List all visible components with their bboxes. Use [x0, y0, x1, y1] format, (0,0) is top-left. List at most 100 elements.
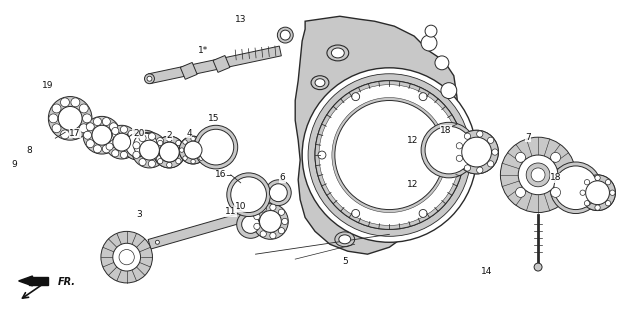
Circle shape: [191, 136, 195, 141]
Circle shape: [134, 133, 157, 157]
Circle shape: [158, 158, 163, 164]
Circle shape: [279, 228, 284, 234]
Circle shape: [584, 201, 590, 206]
Circle shape: [238, 185, 258, 204]
Circle shape: [52, 124, 61, 133]
Circle shape: [86, 140, 94, 148]
Circle shape: [199, 149, 205, 155]
Circle shape: [156, 138, 163, 145]
Circle shape: [562, 174, 590, 202]
Text: 14: 14: [481, 267, 492, 276]
Circle shape: [555, 184, 562, 191]
Polygon shape: [213, 55, 230, 72]
Circle shape: [464, 165, 471, 171]
Circle shape: [488, 137, 494, 143]
Circle shape: [120, 151, 128, 158]
Circle shape: [460, 157, 469, 165]
Circle shape: [421, 35, 437, 51]
Circle shape: [584, 180, 590, 185]
Circle shape: [198, 129, 234, 165]
Circle shape: [83, 116, 121, 154]
Circle shape: [232, 196, 239, 203]
Circle shape: [425, 146, 434, 154]
Polygon shape: [148, 46, 281, 84]
Circle shape: [123, 130, 153, 160]
Circle shape: [160, 142, 179, 162]
Circle shape: [462, 137, 492, 167]
Circle shape: [526, 163, 550, 187]
Polygon shape: [180, 62, 197, 79]
Circle shape: [198, 129, 234, 165]
Text: 2: 2: [167, 131, 172, 140]
Circle shape: [132, 132, 167, 168]
Circle shape: [318, 151, 326, 159]
Ellipse shape: [331, 48, 344, 58]
Circle shape: [139, 134, 146, 142]
Circle shape: [232, 186, 239, 194]
Circle shape: [451, 128, 459, 136]
Circle shape: [280, 30, 290, 40]
Circle shape: [153, 136, 185, 168]
Text: 10: 10: [235, 202, 246, 211]
Circle shape: [238, 203, 245, 210]
Circle shape: [179, 136, 207, 164]
Circle shape: [260, 206, 266, 212]
Circle shape: [425, 126, 473, 174]
Circle shape: [205, 156, 212, 163]
Circle shape: [128, 147, 135, 154]
Circle shape: [238, 179, 245, 186]
Circle shape: [80, 124, 88, 133]
Circle shape: [352, 93, 359, 100]
Circle shape: [120, 126, 128, 133]
Circle shape: [453, 151, 460, 159]
Polygon shape: [148, 213, 244, 249]
Circle shape: [534, 263, 542, 271]
Circle shape: [183, 156, 187, 160]
Text: 9: 9: [12, 160, 18, 170]
Circle shape: [160, 142, 179, 162]
Circle shape: [112, 150, 119, 157]
Circle shape: [199, 140, 204, 144]
Circle shape: [179, 148, 184, 152]
Circle shape: [270, 184, 287, 202]
Circle shape: [419, 210, 427, 217]
Circle shape: [554, 166, 598, 210]
Text: 16: 16: [215, 170, 226, 180]
Circle shape: [205, 136, 227, 158]
Circle shape: [579, 175, 616, 211]
Circle shape: [153, 136, 185, 168]
Circle shape: [567, 167, 574, 174]
Ellipse shape: [315, 79, 325, 87]
Circle shape: [277, 27, 293, 43]
Circle shape: [586, 195, 594, 202]
Text: FR.: FR.: [59, 277, 76, 287]
Circle shape: [139, 158, 146, 166]
Circle shape: [462, 137, 492, 167]
Circle shape: [429, 157, 437, 165]
Circle shape: [435, 56, 449, 70]
Circle shape: [595, 175, 600, 180]
Circle shape: [516, 152, 525, 162]
Circle shape: [194, 125, 238, 169]
Circle shape: [199, 139, 205, 145]
Circle shape: [254, 223, 260, 229]
Circle shape: [48, 97, 92, 140]
Circle shape: [260, 231, 266, 237]
Circle shape: [113, 133, 130, 151]
Circle shape: [199, 156, 204, 160]
Circle shape: [184, 141, 202, 159]
Circle shape: [102, 117, 111, 125]
Circle shape: [49, 114, 58, 123]
Circle shape: [109, 140, 118, 148]
Polygon shape: [295, 16, 460, 254]
Circle shape: [270, 233, 276, 239]
Circle shape: [451, 164, 459, 172]
Text: 17: 17: [69, 129, 81, 138]
Circle shape: [167, 162, 172, 168]
Circle shape: [227, 144, 233, 150]
Circle shape: [133, 151, 140, 158]
Text: 15: 15: [208, 114, 219, 123]
Circle shape: [488, 161, 494, 167]
Text: 3: 3: [137, 210, 142, 219]
Circle shape: [439, 164, 447, 172]
